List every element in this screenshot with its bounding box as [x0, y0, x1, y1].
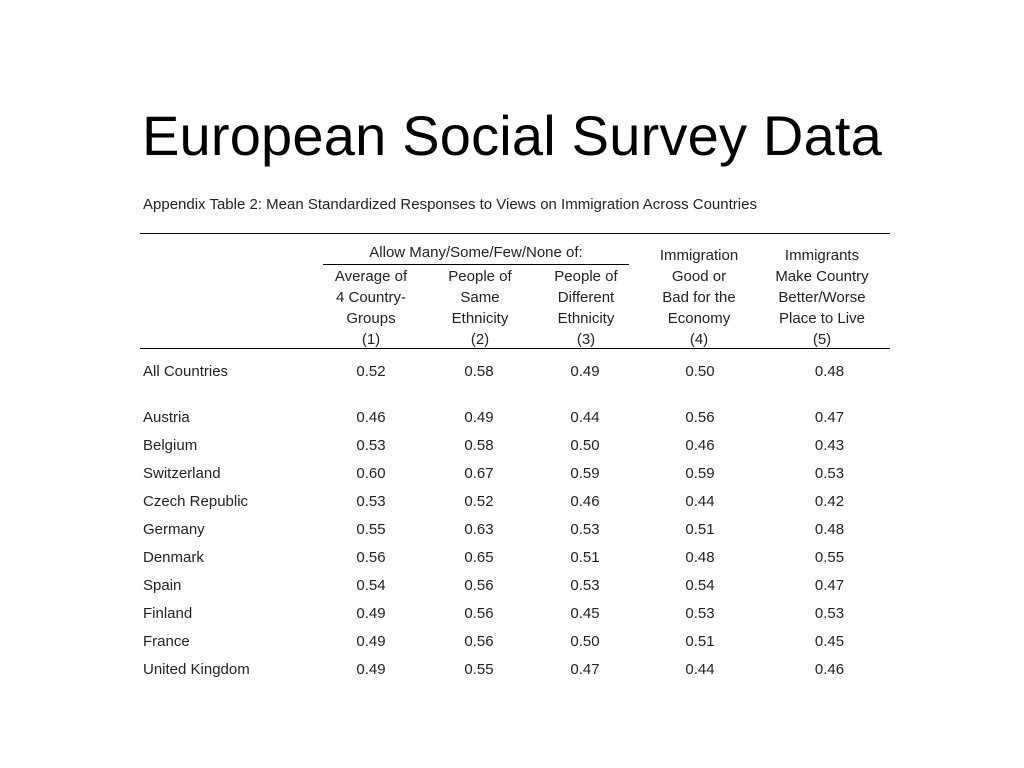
value-cell-col-3: 0.49	[570, 362, 600, 380]
value-cell-col-4: 0.51	[685, 520, 715, 538]
value-cell-col-5: 0.48	[814, 520, 845, 538]
table-row: Belgium 0.53 0.58 0.50 0.46 0.43	[140, 431, 890, 459]
value-cell-col-2: 0.58	[464, 362, 494, 380]
value-cell-col-5: 0.45	[814, 632, 845, 650]
value-cell-col-3: 0.53	[570, 520, 600, 538]
value-cell-col-5: 0.47	[814, 576, 845, 594]
value-cell-col-1: 0.55	[356, 520, 386, 538]
value-cell-col-3: 0.44	[570, 408, 600, 426]
value-cell-col-2: 0.49	[464, 408, 494, 426]
value-cell-col-5: 0.48	[814, 362, 845, 380]
table-row: Czech Republic 0.53 0.52 0.46 0.44 0.42	[140, 487, 890, 515]
country-cell: Belgium	[143, 436, 198, 454]
value-cell-col-1: 0.54	[356, 576, 386, 594]
table-row: Switzerland 0.60 0.67 0.59 0.59 0.53	[140, 459, 890, 487]
country-cell: Czech Republic	[143, 492, 249, 510]
table-row: Germany 0.55 0.63 0.53 0.51 0.48	[140, 515, 890, 543]
column-header-4: Immigration Good or Bad for the Economy …	[659, 247, 739, 348]
value-cell-col-5: 0.47	[814, 408, 845, 426]
country-cell: Austria	[143, 408, 190, 426]
value-cell-col-3: 0.50	[570, 436, 600, 454]
value-cell-col-4: 0.50	[685, 362, 715, 380]
column-header-3: People of Different Ethnicity (3)	[554, 268, 618, 348]
country-cell: Denmark	[143, 548, 204, 566]
value-cell-col-4: 0.51	[685, 632, 715, 650]
value-cell-col-3: 0.50	[570, 632, 600, 650]
group-header: Allow Many/Some/Few/None of:	[369, 244, 583, 261]
value-cell-col-5: 0.53	[814, 464, 845, 482]
table-header: Allow Many/Some/Few/None of: Average of …	[140, 234, 890, 348]
group-header-rule	[323, 264, 629, 265]
value-cell-col-2: 0.56	[464, 576, 494, 594]
slide-title: European Social Survey Data	[141, 103, 883, 167]
value-cell-col-3: 0.53	[570, 576, 600, 594]
country-cell: Finland	[143, 604, 193, 622]
table-row: Spain 0.54 0.56 0.53 0.54 0.47	[140, 571, 890, 599]
value-cell-col-1: 0.56	[356, 548, 386, 566]
data-table-body: All Countries 0.52 0.58 0.49 0.50 0.48 Austria…	[140, 349, 890, 683]
country-cell: United Kingdom	[143, 660, 250, 678]
value-cell-col-1: 0.52	[356, 362, 386, 380]
value-cell-col-1: 0.49	[356, 632, 386, 650]
table-row: Denmark 0.56 0.65 0.51 0.48 0.55	[140, 543, 890, 571]
value-cell-col-5: 0.53	[814, 604, 845, 622]
value-cell-col-1: 0.46	[356, 408, 386, 426]
value-cell-col-4: 0.44	[685, 660, 715, 678]
value-cell-col-4: 0.56	[685, 408, 715, 426]
table-row: Austria 0.46 0.49 0.44 0.56 0.47	[140, 403, 890, 431]
table-row: United Kingdom 0.49 0.55 0.47 0.44 0.46	[140, 655, 890, 683]
value-cell-col-2: 0.58	[464, 436, 494, 454]
value-cell-col-2: 0.65	[464, 548, 494, 566]
country-cell: Germany	[143, 520, 205, 538]
value-cell-col-3: 0.59	[570, 464, 600, 482]
table-row: Finland 0.49 0.56 0.45 0.53 0.53	[140, 599, 890, 627]
table-top-rule	[140, 233, 890, 234]
country-cell: Switzerland	[143, 464, 221, 482]
header-bottom-rule	[140, 348, 890, 349]
value-cell-col-2: 0.56	[464, 632, 494, 650]
value-cell-col-4: 0.48	[685, 548, 715, 566]
value-cell-col-3: 0.47	[570, 660, 600, 678]
table-row: France 0.49 0.56 0.50 0.51 0.45	[140, 627, 890, 655]
column-header-1: Average of 4 Country- Groups (1)	[334, 268, 408, 348]
value-cell-col-1: 0.60	[356, 464, 386, 482]
value-cell-col-4: 0.44	[685, 492, 715, 510]
table-row-all-countries: All Countries 0.52 0.58 0.49 0.50 0.48	[140, 349, 890, 393]
column-header-5: Immigrants Make Country Better/Worse Pla…	[775, 247, 869, 348]
data-table: All Countries 0.52 0.58 0.49 0.50 0.48 Austria…	[140, 349, 890, 683]
value-cell-col-2: 0.52	[464, 492, 494, 510]
value-cell-col-4: 0.54	[685, 576, 715, 594]
value-cell-col-4: 0.59	[685, 464, 715, 482]
value-cell-col-4: 0.46	[685, 436, 715, 454]
value-cell-col-4: 0.53	[685, 604, 715, 622]
value-cell-col-3: 0.45	[570, 604, 600, 622]
value-cell-col-5: 0.55	[814, 548, 845, 566]
value-cell-col-1: 0.53	[356, 492, 386, 510]
value-cell-col-5: 0.42	[814, 492, 845, 510]
country-cell: Spain	[143, 576, 182, 594]
value-cell-col-1: 0.49	[356, 660, 386, 678]
country-cell: France	[143, 632, 190, 650]
value-cell-col-5: 0.43	[814, 436, 845, 454]
table-caption: Appendix Table 2: Mean Standardized Resp…	[143, 196, 757, 213]
appendix-table: Appendix Table 2: Mean Standardized Resp…	[140, 195, 890, 683]
value-cell-col-3: 0.51	[570, 548, 600, 566]
value-cell-col-3: 0.46	[570, 492, 600, 510]
value-cell-col-5: 0.46	[814, 660, 845, 678]
value-cell-col-2: 0.67	[464, 464, 494, 482]
value-cell-col-1: 0.49	[356, 604, 386, 622]
country-cell: All Countries	[143, 362, 229, 380]
value-cell-col-1: 0.53	[356, 436, 386, 454]
value-cell-col-2: 0.55	[464, 660, 494, 678]
column-header-2: People of Same Ethnicity (2)	[448, 268, 512, 348]
row-spacer	[140, 393, 890, 403]
value-cell-col-2: 0.63	[464, 520, 494, 538]
value-cell-col-2: 0.56	[464, 604, 494, 622]
